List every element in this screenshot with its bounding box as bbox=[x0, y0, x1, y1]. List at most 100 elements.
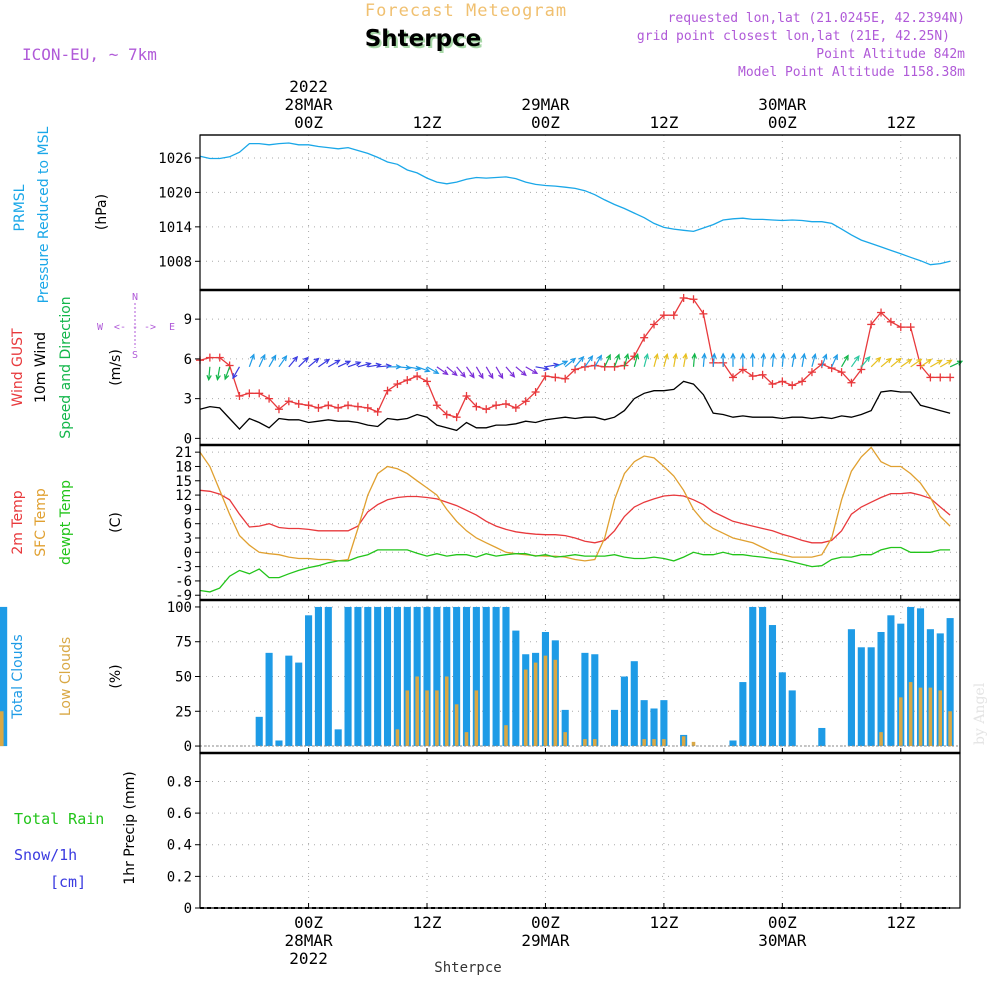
wind-arrow-shaft bbox=[831, 354, 838, 368]
wind-arrow bbox=[248, 353, 255, 368]
bottom-time-label: 12Z bbox=[886, 913, 915, 932]
wind-arrow bbox=[800, 352, 807, 367]
wind-arrow-head bbox=[624, 352, 630, 360]
gust-marker bbox=[650, 320, 659, 329]
wind-arrow bbox=[850, 355, 860, 368]
gust-marker bbox=[294, 399, 303, 408]
wind-arrow bbox=[337, 360, 352, 368]
y-tick-label: 0.2 bbox=[167, 869, 192, 885]
y-tick-label: 0.4 bbox=[167, 838, 192, 854]
gust-marker bbox=[423, 377, 432, 386]
gust-marker bbox=[403, 376, 412, 385]
y-tick-label: -9 bbox=[175, 588, 192, 604]
wind-arrow bbox=[920, 358, 933, 368]
y-tick-label: 100 bbox=[167, 600, 192, 616]
wind-arrow-head bbox=[433, 368, 440, 375]
wind-arrow-head bbox=[643, 352, 650, 360]
wind-arrow-shaft bbox=[574, 356, 584, 368]
model-altitude: Model Point Altitude 1158.38m bbox=[738, 65, 965, 80]
wind-arrow bbox=[224, 366, 231, 381]
wind-arrow bbox=[890, 357, 902, 368]
wind-arrow bbox=[574, 355, 585, 368]
y-tick-label: 75 bbox=[175, 635, 192, 651]
wind-arrow bbox=[584, 355, 594, 368]
wind-arrow-shaft bbox=[801, 353, 805, 367]
bottom-time-label: 30MAR bbox=[758, 931, 807, 950]
gust-marker bbox=[877, 308, 886, 317]
wind-arrow-head bbox=[302, 356, 309, 363]
panel-5: 0 0.2 0.4 0.6 0.8 Total Rain Snow/1h [cm] 1hr Pr… bbox=[14, 751, 961, 917]
wind-arrow-head bbox=[478, 373, 484, 380]
y-tick-label: 6 bbox=[184, 352, 192, 368]
wind-arrow-shaft bbox=[485, 366, 494, 379]
total-cloud-bar bbox=[472, 606, 480, 747]
wind-arrow bbox=[780, 352, 786, 367]
series-line-2m-temp bbox=[199, 489, 951, 544]
wind-arrow-head bbox=[800, 352, 807, 360]
gust-marker bbox=[936, 373, 945, 382]
precip-legend-line: Snow/1h bbox=[14, 846, 77, 864]
wind-arrow bbox=[613, 353, 621, 368]
wind-arrow bbox=[672, 352, 678, 367]
wind-arrow bbox=[466, 366, 475, 379]
wind-arrow-shaft bbox=[584, 355, 593, 368]
wind-arrow-head bbox=[596, 354, 602, 361]
total-cloud-bar bbox=[610, 709, 619, 747]
total-cloud-bar bbox=[383, 606, 392, 747]
low-cloud-bar bbox=[928, 687, 933, 747]
wind-arrow bbox=[456, 366, 466, 378]
gust-marker bbox=[778, 377, 787, 386]
total-cloud-bar bbox=[364, 606, 372, 747]
y-tick-label: 3 bbox=[184, 531, 192, 547]
low-cloud-bar bbox=[593, 739, 597, 747]
watermark: by Angel bbox=[972, 682, 988, 745]
wind-arrow bbox=[278, 355, 288, 368]
low-cloud-bar bbox=[533, 662, 538, 747]
series-line-prmsl bbox=[199, 142, 951, 266]
gust-marker bbox=[679, 293, 688, 302]
low-cloud-bar bbox=[553, 659, 558, 747]
wind-arrow-shaft bbox=[367, 363, 381, 368]
wind-arrow-shaft bbox=[613, 354, 620, 368]
y-tick-label: 1026 bbox=[158, 151, 192, 167]
total-cloud-bar bbox=[660, 700, 668, 747]
wind-arrow-head bbox=[451, 370, 458, 377]
wind-arrow-head bbox=[562, 360, 569, 366]
gridpoint-coords: grid point closest lon,lat (21E, 42.25N) bbox=[637, 29, 950, 44]
panel-label: Total Clouds Low Clouds (%) bbox=[10, 634, 124, 719]
gust-marker bbox=[353, 402, 362, 411]
wind-arrow bbox=[939, 359, 953, 368]
wind-arrow-shaft bbox=[900, 358, 912, 368]
wind-arrow-head bbox=[509, 371, 516, 378]
low-cloud-bar bbox=[474, 690, 479, 747]
total-cloud-bar bbox=[907, 606, 915, 747]
wind-arrow bbox=[604, 353, 611, 368]
wind-arrow-shaft bbox=[663, 354, 668, 367]
total-cloud-bar bbox=[344, 606, 352, 747]
wind-arrow-shaft bbox=[407, 366, 421, 370]
wind-arrow-shaft bbox=[870, 357, 881, 368]
wind-arrow-shaft bbox=[841, 355, 849, 368]
wind-arrow-head bbox=[281, 355, 288, 362]
wind-arrow-head bbox=[936, 359, 943, 365]
gust-marker bbox=[245, 389, 254, 398]
wind-arrow-head bbox=[324, 358, 331, 365]
total-cloud-bar bbox=[403, 606, 411, 747]
total-cloud-bar bbox=[778, 672, 786, 747]
label-unit: (%) bbox=[108, 664, 124, 688]
wind-arrow-head bbox=[313, 357, 320, 364]
wind-arrow-shaft bbox=[426, 366, 439, 374]
top-time-label: 12Z bbox=[413, 113, 442, 132]
total-cloud-bar bbox=[305, 615, 313, 747]
gust-marker bbox=[886, 317, 895, 326]
gust-marker bbox=[363, 403, 372, 412]
wind-arrow bbox=[446, 366, 458, 377]
compass-rose: NW <- - -> ES bbox=[97, 292, 175, 361]
total-cloud-bar bbox=[354, 606, 362, 747]
wind-arrow bbox=[750, 352, 756, 367]
low-cloud-bar bbox=[523, 669, 528, 747]
wind-arrow-head bbox=[682, 352, 688, 360]
wind-arrow-shaft bbox=[248, 354, 255, 368]
wind-arrow-head bbox=[578, 355, 585, 362]
